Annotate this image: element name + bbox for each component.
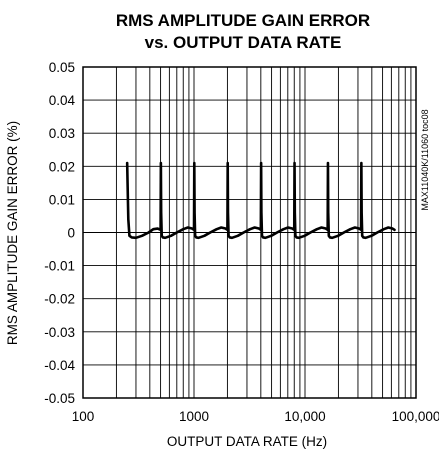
x-tick-labels: 100 1000 10,000 100,000 xyxy=(72,409,439,424)
y-tick-label: 0.03 xyxy=(49,126,75,141)
series-layer xyxy=(125,161,396,240)
figure-id-label: MAX11040K/11060 toc08 xyxy=(420,109,430,210)
y-axis-label: RMS AMPLITUDE GAIN ERROR (%) xyxy=(5,121,20,345)
chart-title-line2: vs. OUTPUT DATA RATE xyxy=(145,33,342,52)
y-tick-label: -0.03 xyxy=(44,325,75,340)
y-tick-label: -0.02 xyxy=(44,292,75,307)
y-tick-label: 0.02 xyxy=(49,159,75,174)
y-tick-label: 0.05 xyxy=(49,60,75,75)
plot-frame xyxy=(82,66,417,399)
x-tick-label: 100,000 xyxy=(392,409,439,424)
y-tick-label: 0.04 xyxy=(49,93,76,108)
y-tick-labels: 0.05 0.04 0.03 0.02 0.01 0 -0.01 -0.02 -0.03 -0.0… xyxy=(44,60,75,406)
x-axis-label: OUTPUT DATA RATE (Hz) xyxy=(167,434,327,449)
y-tick-label: -0.01 xyxy=(44,259,75,274)
y-tick-label: -0.04 xyxy=(44,358,75,373)
y-tick-label: 0.01 xyxy=(49,192,75,207)
chart-title-line1: RMS AMPLITUDE GAIN ERROR xyxy=(116,11,370,30)
x-tick-label: 10,000 xyxy=(284,409,325,424)
y-tick-label: 0 xyxy=(67,226,75,241)
x-tick-label: 1000 xyxy=(179,409,209,424)
grid xyxy=(83,67,416,398)
y-tick-label: -0.05 xyxy=(44,391,75,406)
series-line xyxy=(125,161,396,240)
x-tick-label: 100 xyxy=(72,409,95,424)
